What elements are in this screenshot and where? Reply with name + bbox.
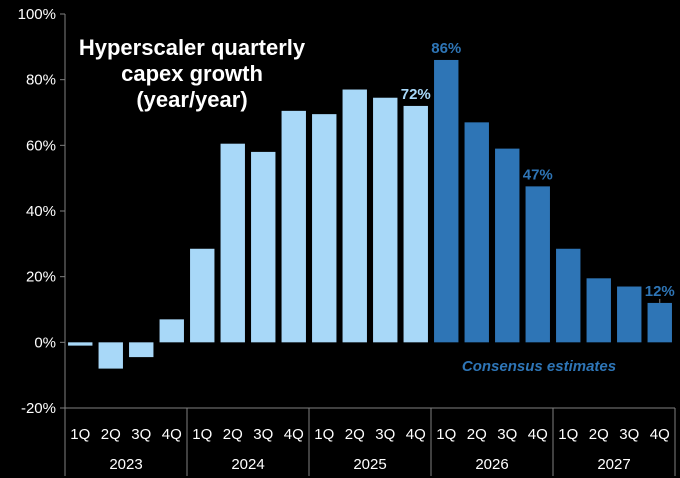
quarter-label: 2Q: [223, 426, 243, 443]
quarter-label: 3Q: [253, 426, 273, 443]
bar: [586, 278, 611, 343]
title-line-2: capex growth: [121, 61, 263, 86]
quarter-label: 2Q: [589, 426, 609, 443]
y-axis: -20% 0% 20% 40% 60% 80% 100%: [18, 6, 66, 417]
year-label: 2025: [353, 456, 386, 473]
bar: [190, 248, 215, 343]
year-label: 2026: [475, 456, 508, 473]
quarter-label: 4Q: [284, 426, 304, 443]
year-label: 2027: [597, 456, 630, 473]
title-line-1: Hyperscaler quarterly: [79, 35, 306, 60]
title-line-3: (year/year): [136, 87, 247, 112]
bars: [68, 59, 672, 369]
quarter-label: 1Q: [314, 426, 334, 443]
bar: [220, 143, 245, 343]
title: Hyperscaler quarterly capex growth (year…: [79, 35, 306, 112]
quarter-label: 3Q: [497, 426, 517, 443]
x-axis: 1Q 2Q 3Q 4Q 1Q 2Q 3Q 4Q 1Q 2Q 3Q 4Q 1Q 2Q 3Q 4Q 1Q 2Q 3Q 4Q…: [64, 407, 676, 476]
y-tick-label: 80%: [26, 72, 56, 89]
bar: [129, 342, 154, 358]
quarter-label: 2Q: [345, 426, 365, 443]
data-label: 72%: [401, 86, 431, 103]
bar: [98, 342, 123, 369]
data-label: 86%: [431, 40, 461, 57]
quarter-label: 4Q: [650, 426, 670, 443]
year-label: 2024: [231, 456, 264, 473]
data-labels: 72% 86% 47% 12%: [401, 40, 675, 303]
y-tick-label: -20%: [21, 400, 56, 417]
bar: [556, 248, 581, 343]
quarter-label: 1Q: [436, 426, 456, 443]
quarter-label: 3Q: [375, 426, 395, 443]
data-label: 12%: [645, 283, 675, 300]
quarter-label: 1Q: [558, 426, 578, 443]
quarter-label: 1Q: [70, 426, 90, 443]
bar: [159, 319, 184, 343]
bar: [373, 97, 398, 343]
quarter-label: 2Q: [467, 426, 487, 443]
bar: [312, 114, 337, 343]
bar: [68, 342, 93, 346]
bar: [281, 110, 306, 343]
consensus-estimates-annotation: Consensus estimates: [462, 358, 616, 375]
data-label: 47%: [523, 166, 553, 183]
quarter-label: 4Q: [406, 426, 426, 443]
year-label: 2023: [109, 456, 142, 473]
bar: [464, 122, 489, 343]
y-tick-label: 40%: [26, 203, 56, 220]
bar: [525, 186, 550, 343]
bar: [617, 286, 642, 343]
quarter-label: 4Q: [162, 426, 182, 443]
quarter-label: 4Q: [528, 426, 548, 443]
bar: [342, 89, 367, 343]
y-tick-label: 0%: [34, 334, 56, 351]
y-tick-label: 20%: [26, 269, 56, 286]
bar: [495, 148, 520, 343]
bar: [647, 302, 672, 343]
quarter-label: 2Q: [101, 426, 121, 443]
quarter-label: 1Q: [192, 426, 212, 443]
y-tick-label: 60%: [26, 137, 56, 154]
y-tick-label: 100%: [18, 6, 56, 23]
bar: [434, 59, 459, 343]
quarter-label: 3Q: [131, 426, 151, 443]
bar: [251, 151, 276, 343]
quarter-label: 3Q: [619, 426, 639, 443]
bar: [403, 105, 428, 343]
